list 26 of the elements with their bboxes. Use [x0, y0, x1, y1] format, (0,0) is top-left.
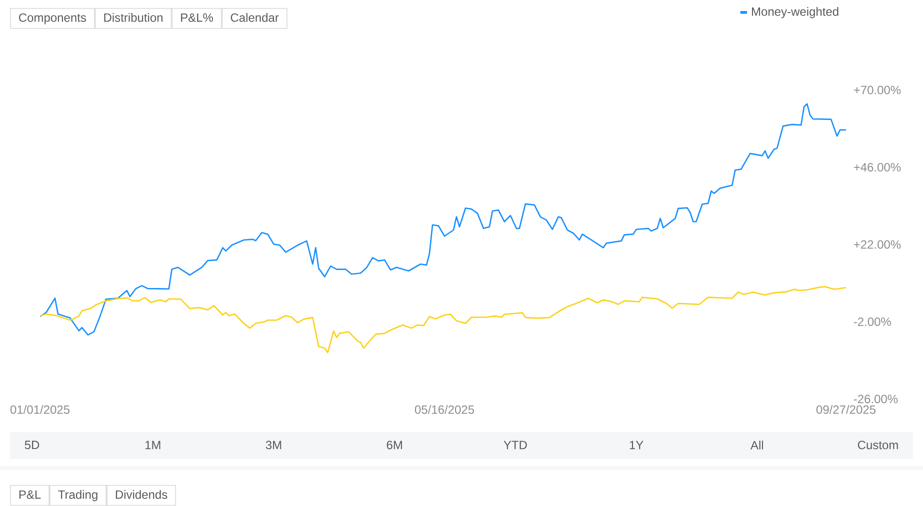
- text: All: [750, 440, 764, 450]
- text: P&L: [19, 490, 41, 499]
- line-series: [40, 103, 846, 336]
- y-tick-label: +70.00%: [854, 86, 901, 94]
- text: 1Y: [630, 440, 644, 450]
- text: 5D: [24, 440, 40, 450]
- text: 1M: [145, 440, 160, 450]
- y-tick-label: -2.00%: [854, 317, 891, 326]
- line-series: [40, 286, 846, 354]
- x-tick-label: 09/27/2025: [816, 405, 876, 414]
- y-tick-label: -26.00%: [854, 394, 898, 404]
- text: Calendar: [230, 13, 279, 22]
- x-tick-label: 01/01/2025: [10, 405, 70, 414]
- text: 6M: [386, 440, 402, 450]
- legend-label: Money-weighted: [752, 7, 838, 18]
- text: Custom: [858, 440, 898, 450]
- text: Trading: [58, 490, 98, 502]
- text: Dividends: [116, 490, 168, 499]
- x-tick-label: 05/16/2025: [414, 405, 474, 414]
- text: P&L%: [181, 13, 213, 22]
- text: YTD: [504, 440, 527, 450]
- y-tick-label: +22.00%: [854, 240, 901, 249]
- y-tick-label: +46.00%: [854, 162, 901, 172]
- text: 3M: [266, 440, 282, 450]
- text: Distribution: [104, 13, 162, 22]
- text: Components: [19, 13, 86, 24]
